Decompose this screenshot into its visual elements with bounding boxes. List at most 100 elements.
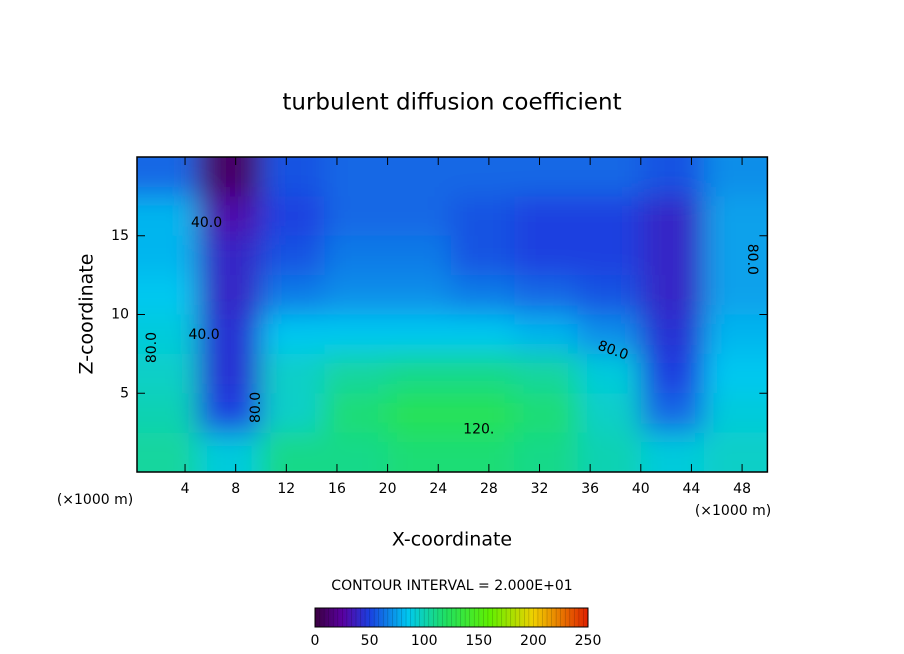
heat-cell: [514, 432, 579, 472]
heat-cell: [387, 157, 452, 198]
heat-cell: [514, 196, 579, 237]
heat-cell: [387, 432, 452, 472]
heat-cell: [137, 157, 199, 198]
x-tick-label: 48: [733, 481, 751, 497]
x-tick-label: 16: [328, 481, 346, 497]
heat-cell: [640, 353, 706, 395]
heat-cell: [387, 275, 452, 316]
y-tick-label: 15: [111, 228, 129, 244]
colorbar-tick-label: 0: [311, 633, 320, 649]
heat-cell: [197, 353, 262, 395]
heat-cell: [387, 235, 452, 277]
heatmap: [137, 157, 768, 472]
heat-cell: [450, 393, 516, 434]
heat-cell: [577, 196, 642, 237]
heat-cell: [324, 393, 389, 434]
heat-cell: [261, 196, 326, 237]
heat-cell: [577, 393, 642, 434]
colorbar-tick-label: 250: [575, 633, 602, 649]
heat-cell: [137, 353, 199, 395]
heat-cell: [197, 314, 262, 355]
heat-cell: [137, 275, 199, 316]
heat-cell: [514, 157, 579, 198]
heat-cell: [640, 393, 706, 434]
y-tick-label: 5: [120, 385, 129, 401]
x-tick-label: 28: [480, 481, 498, 497]
heat-cell: [450, 432, 516, 472]
heat-cell: [261, 393, 326, 434]
contour-label: 80.0: [744, 244, 760, 275]
x-unit-label: (×1000 m): [695, 503, 771, 519]
x-tick-label: 12: [277, 481, 295, 497]
x-tick-label: 4: [181, 481, 190, 497]
x-tick-label: 40: [632, 481, 650, 497]
heat-cell: [261, 157, 326, 198]
x-tick-label: 32: [531, 481, 549, 497]
heat-cell: [261, 432, 326, 472]
heat-cell: [704, 275, 768, 316]
y-unit-label: (×1000 m): [57, 492, 133, 508]
contour-label: 40.0: [191, 215, 222, 231]
heat-cell: [704, 393, 768, 434]
heat-cell: [387, 353, 452, 395]
heat-cell: [324, 353, 389, 395]
heat-cell: [137, 235, 199, 277]
heat-cell: [137, 432, 199, 472]
heat-cell: [640, 275, 706, 316]
heat-cell: [514, 275, 579, 316]
heat-cell: [324, 235, 389, 277]
heat-cell: [640, 432, 706, 472]
x-axis-title: X-coordinate: [392, 529, 512, 551]
x-tick-label: 24: [429, 481, 447, 497]
heat-cell: [640, 235, 706, 277]
heat-cell: [514, 353, 579, 395]
y-axis-title: Z-coordinate: [76, 254, 98, 375]
heat-cell: [640, 196, 706, 237]
heat-cell: [577, 275, 642, 316]
heat-cell: [704, 157, 768, 198]
heat-cell: [137, 196, 199, 237]
heat-cell: [261, 353, 326, 395]
heat-cell: [514, 393, 579, 434]
contour-label: 40.0: [188, 327, 219, 343]
heat-cell: [261, 275, 326, 316]
heat-cell: [704, 432, 768, 472]
heat-cell: [450, 314, 516, 355]
heat-cell: [324, 157, 389, 198]
heat-cell: [450, 157, 516, 198]
heat-cell: [450, 235, 516, 277]
heat-cell: [324, 275, 389, 316]
contour-label: 80.0: [144, 332, 160, 363]
contour-interval-note: CONTOUR INTERVAL = 2.000E+01: [331, 578, 572, 594]
heat-cell: [197, 275, 262, 316]
heat-cell: [137, 314, 199, 355]
heat-cell: [137, 393, 199, 434]
heat-cell: [450, 196, 516, 237]
heat-cell: [261, 314, 326, 355]
heat-cell: [577, 432, 642, 472]
heat-cell: [704, 353, 768, 395]
heat-cell: [577, 314, 642, 355]
heat-cell: [704, 314, 768, 355]
chart-title: turbulent diffusion coefficient: [282, 90, 621, 116]
colorbar: [314, 607, 589, 628]
heat-cell: [577, 235, 642, 277]
heat-cell: [514, 235, 579, 277]
heat-cell: [197, 235, 262, 277]
heat-cell: [577, 157, 642, 198]
colorbar-tick-label: 50: [361, 633, 379, 649]
contour-label: 80.0: [248, 392, 264, 423]
heat-cell: [387, 196, 452, 237]
heat-cell: [704, 196, 768, 237]
heat-cell: [577, 353, 642, 395]
heat-cell: [640, 157, 706, 198]
heat-cell: [704, 235, 768, 277]
colorbar-tick-label: 200: [520, 633, 547, 649]
x-tick-label: 20: [379, 481, 397, 497]
colorbar-tick-label: 150: [465, 633, 492, 649]
heat-cell: [261, 235, 326, 277]
y-tick-label: 10: [111, 307, 129, 323]
heat-cell: [450, 353, 516, 395]
